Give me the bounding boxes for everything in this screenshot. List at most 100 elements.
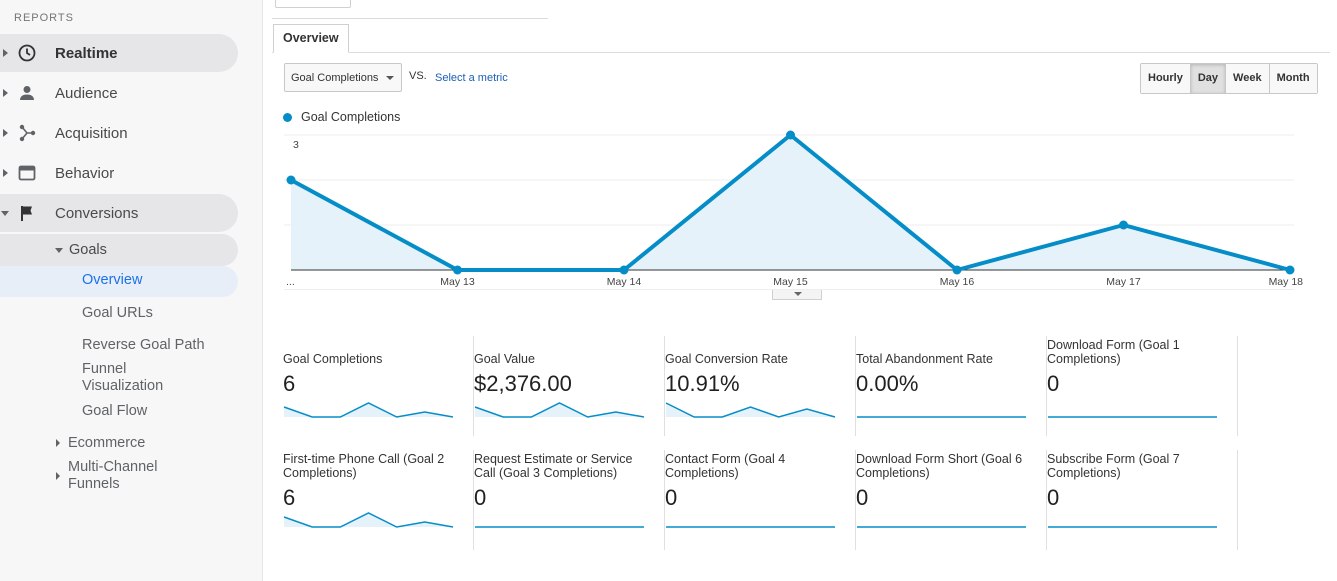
main-content: Overview Goal Completions VS. Select a m… <box>264 0 1337 581</box>
nav-label: Conversions <box>55 204 139 222</box>
nav-reverse-goal-path[interactable]: Reverse Goal Path <box>82 337 205 353</box>
nav-multi-channel-funnels[interactable]: Multi-Channel Funnels <box>56 459 178 493</box>
scorecard-title: Request Estimate or Service Call (Goal 3… <box>474 452 633 480</box>
scorecard[interactable]: Goal Conversion Rate 10.91% <box>665 336 856 436</box>
tab-overview[interactable]: Overview <box>273 24 349 53</box>
scorecard-value: 0 <box>1047 371 1060 396</box>
scorecard[interactable]: First-time Phone Call (Goal 2 Completion… <box>283 450 474 550</box>
scorecard-title: First-time Phone Call (Goal 2 Completion… <box>283 452 445 480</box>
nav-goal-urls[interactable]: Goal URLs <box>82 305 153 321</box>
period-day-button[interactable]: Day <box>1190 64 1227 93</box>
nav-label: Audience <box>55 84 118 102</box>
scorecard-value: 0.00% <box>856 371 919 396</box>
data-point[interactable] <box>1119 220 1128 230</box>
y-tick-label: 3 <box>293 139 299 151</box>
scorecard-title: Goal Conversion Rate <box>665 352 788 366</box>
metric-select-value: Goal Completions <box>291 71 379 84</box>
period-month-button[interactable]: Month <box>1269 64 1317 93</box>
nav-label: Behavior <box>55 164 115 182</box>
scorecard-sparkline <box>1048 416 1217 418</box>
nav-conversions[interactable]: Conversions <box>0 194 238 232</box>
expand-caret-icon <box>56 439 60 447</box>
collapse-caret-icon <box>55 247 63 253</box>
data-point[interactable] <box>952 265 962 275</box>
scorecard[interactable]: Request Estimate or Service Call (Goal 3… <box>474 450 665 550</box>
flag-icon <box>17 203 37 223</box>
scorecard[interactable]: Goal Value $2,376.00 <box>474 336 665 436</box>
sparkline-line <box>283 512 454 528</box>
person-icon <box>17 83 37 103</box>
period-hourly-button[interactable]: Hourly <box>1141 64 1191 93</box>
nav-label: Ecommerce <box>68 435 146 451</box>
scorecard-sparkline <box>283 512 454 528</box>
sidebar: REPORTS Realtime Audience Acquisition Be… <box>0 0 263 581</box>
scorecard-title: Goal Value <box>474 352 535 366</box>
sparkline-area <box>284 513 453 527</box>
nav-goals-overview[interactable]: Overview <box>0 266 238 297</box>
x-tick-label: May 13 <box>440 276 475 288</box>
scorecard-value: 10.91% <box>665 371 740 396</box>
scorecard-sparkline <box>1048 526 1217 528</box>
nav-audience[interactable]: Audience <box>0 74 238 112</box>
nav-ecommerce[interactable]: Ecommerce <box>56 435 145 451</box>
nav-acquisition[interactable]: Acquisition <box>0 114 238 152</box>
period-toggle: Hourly Day Week Month <box>1140 63 1318 94</box>
data-point[interactable] <box>286 175 296 185</box>
sparkline-area <box>475 403 644 417</box>
scorecard-sparkline <box>857 526 1026 528</box>
expand-caret-icon <box>3 129 8 137</box>
scorecard-title: Subscribe Form (Goal 7 Completions) <box>1047 452 1180 480</box>
sparkline-area <box>284 403 453 417</box>
chevron-down-icon <box>386 76 394 80</box>
scorecard-value: 6 <box>283 485 296 510</box>
scorecard-value: 0 <box>665 485 678 510</box>
collapse-caret-icon <box>1 210 9 216</box>
nav-realtime[interactable]: Realtime <box>0 34 238 72</box>
scorecard-title: Contact Form (Goal 4 Completions) <box>665 452 786 480</box>
scorecard-title: Total Abandonment Rate <box>856 352 993 366</box>
scorecard[interactable]: Goal Completions 6 <box>283 336 474 436</box>
scorecard-sparkline <box>283 402 454 418</box>
chart-collapse-handle[interactable] <box>772 290 822 300</box>
reports-heading: REPORTS <box>14 12 74 24</box>
metric-select[interactable]: Goal Completions <box>284 63 402 92</box>
data-point[interactable] <box>1285 265 1295 275</box>
series-area <box>291 135 1290 270</box>
nav-funnel-visualization[interactable]: Funnel Visualization <box>82 361 164 394</box>
scorecard[interactable]: Subscribe Form (Goal 7 Completions) 0 <box>1047 450 1238 550</box>
data-point[interactable] <box>453 265 462 275</box>
sparkline-line <box>665 402 836 418</box>
scorecard-value: 0 <box>856 485 869 510</box>
scorecard-sparkline <box>474 402 645 418</box>
scorecard[interactable]: Contact Form (Goal 4 Completions) 0 <box>665 450 856 550</box>
x-tick-label: May 14 <box>607 276 642 288</box>
nav-label: Acquisition <box>55 124 128 142</box>
acquisition-icon <box>17 123 37 143</box>
scorecard[interactable]: Total Abandonment Rate 0.00% <box>856 336 1047 436</box>
nav-label: Overview <box>82 272 143 288</box>
scorecard[interactable]: Download Form Short (Goal 6 Completions)… <box>856 450 1047 550</box>
scorecard-sparkline <box>665 402 836 418</box>
sparkline-line <box>474 402 645 418</box>
scorecard-sparkline <box>475 526 644 528</box>
scorecard-title: Download Form Short (Goal 6 Completions) <box>856 452 1023 480</box>
expand-caret-icon <box>3 89 8 97</box>
legend-label: Goal Completions <box>301 110 401 124</box>
scorecard-value: $2,376.00 <box>474 371 572 396</box>
nav-label: Realtime <box>55 44 118 62</box>
nav-behavior[interactable]: Behavior <box>0 154 238 192</box>
scorecard-value: 6 <box>283 371 296 396</box>
data-point[interactable] <box>786 130 795 140</box>
scorecard-value: 0 <box>1047 485 1060 510</box>
sparkline-line <box>283 402 454 418</box>
nav-goals[interactable]: Goals <box>0 234 238 266</box>
period-week-button[interactable]: Week <box>1226 64 1270 93</box>
clock-icon <box>17 43 37 63</box>
select-metric-link[interactable]: Select a metric <box>435 72 508 84</box>
expand-caret-icon <box>56 472 60 480</box>
scorecard[interactable]: Download Form (Goal 1 Completions) 0 <box>1047 336 1238 436</box>
data-point[interactable] <box>619 265 629 275</box>
nav-goal-flow[interactable]: Goal Flow <box>82 403 148 419</box>
chart-legend: Goal Completions <box>283 110 400 124</box>
top-button[interactable] <box>275 0 351 8</box>
